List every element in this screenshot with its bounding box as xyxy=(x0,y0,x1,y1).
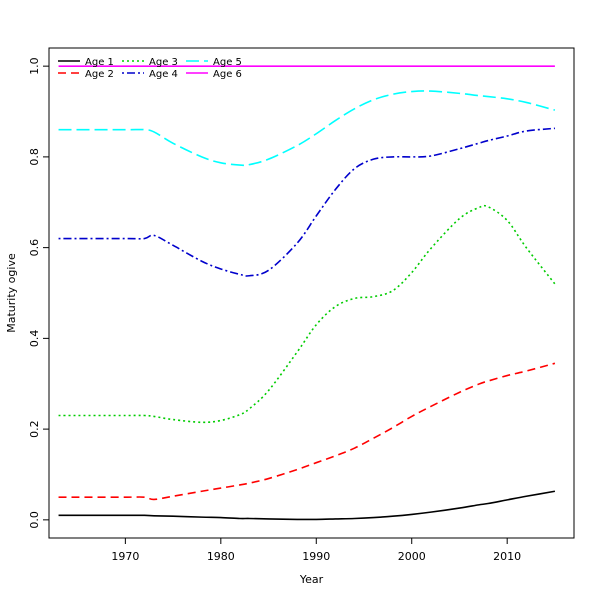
x-axis-title: Year xyxy=(299,573,324,586)
legend-item-age-6: Age 6 xyxy=(186,69,242,80)
x-tick-label: 1970 xyxy=(111,550,139,563)
legend-item-age-5: Age 5 xyxy=(186,57,242,68)
y-axis-title: Maturity ogive xyxy=(5,253,18,333)
legend-label: Age 3 xyxy=(149,57,178,68)
y-tick-label: 0.2 xyxy=(28,420,41,438)
y-tick-label: 0.8 xyxy=(28,148,41,166)
legend-item-age-1: Age 1 xyxy=(58,57,114,68)
x-tick-label: 1980 xyxy=(207,550,235,563)
x-axis: 1970 1980 1990 2000 2010 xyxy=(111,537,521,563)
y-tick-label: 0.6 xyxy=(28,239,41,257)
legend-label: Age 5 xyxy=(213,57,242,68)
legend-label: Age 6 xyxy=(213,69,242,80)
y-axis: 0.0 0.2 0.4 0.6 0.8 1.0 xyxy=(28,57,49,529)
y-tick-label: 0.0 xyxy=(28,511,41,529)
legend-item-age-3: Age 3 xyxy=(122,57,178,68)
x-tick-label: 2010 xyxy=(493,550,521,563)
legend-item-age-2: Age 2 xyxy=(58,69,114,80)
legend-label: Age 1 xyxy=(85,57,114,68)
legend-label: Age 4 xyxy=(149,69,178,80)
x-tick-label: 1990 xyxy=(302,550,330,563)
series-line-age-2 xyxy=(58,362,556,501)
series-line-age-1 xyxy=(58,490,556,521)
y-tick-label: 0.4 xyxy=(28,330,41,348)
series-line-age-3 xyxy=(58,204,556,424)
legend-label: Age 2 xyxy=(85,69,114,80)
legend-item-age-4: Age 4 xyxy=(122,69,178,80)
y-tick-label: 1.0 xyxy=(28,57,41,75)
series-line-age-4 xyxy=(58,127,555,277)
series-layer xyxy=(58,65,556,521)
series-line-age-5 xyxy=(58,90,556,167)
x-tick-label: 2000 xyxy=(398,550,426,563)
